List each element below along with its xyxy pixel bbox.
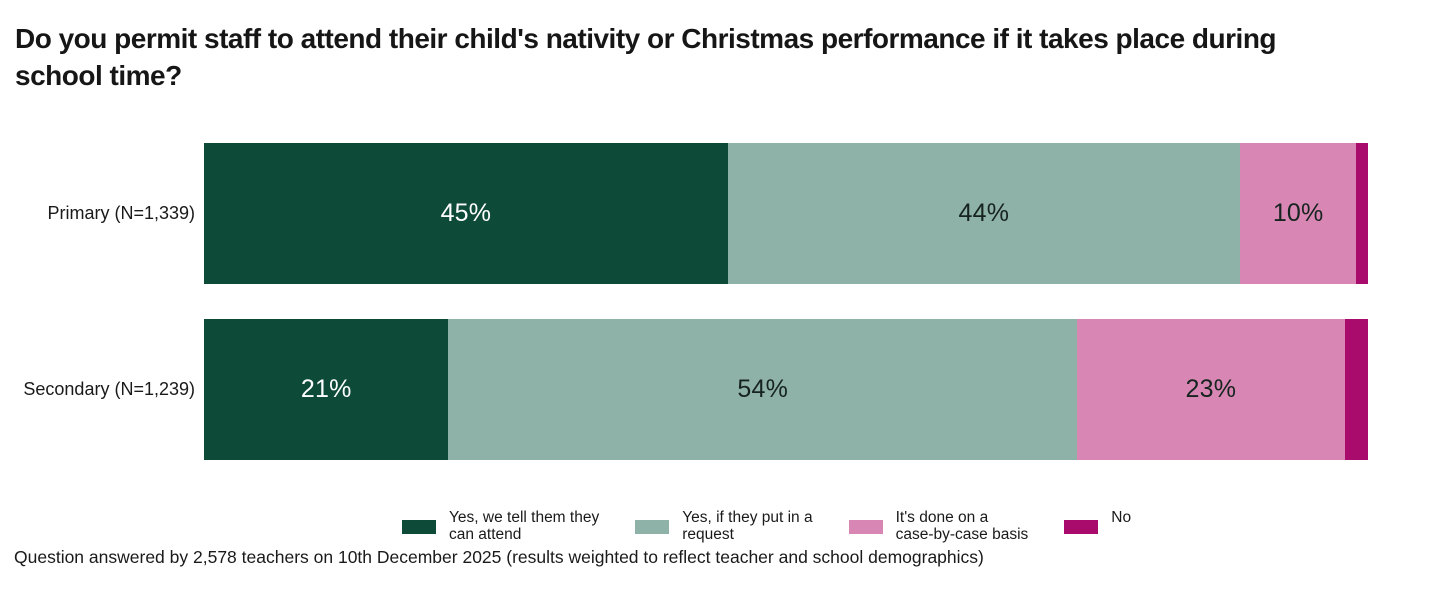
category-label: Primary (N=1,339) — [47, 203, 195, 223]
stacked-bar: 45% 44% 10% — [204, 143, 1368, 284]
legend-item: Yes, we tell them they can attend — [402, 503, 599, 543]
chart-footnote: Question answered by 2,578 teachers on 1… — [14, 547, 984, 567]
chart-row: Primary (N=1,339) 45% 44% 10% — [0, 143, 1368, 284]
stacked-bar-chart: Primary (N=1,339) 45% 44% 10% Secondary (N=1… — [0, 143, 1368, 495]
stacked-bar: 21% 54% 23% — [204, 319, 1368, 460]
legend-label: Yes, we tell them they can attend — [449, 509, 600, 543]
legend-swatch — [635, 520, 670, 534]
legend-swatch — [848, 520, 883, 534]
legend-item: Yes, if they put in a request — [635, 503, 813, 543]
legend-swatch — [1064, 520, 1099, 534]
segment-value-label: 23% — [1185, 375, 1237, 403]
legend: Yes, we tell them they can attend Yes, if… — [402, 503, 1131, 543]
category-label: Secondary (N=1,239) — [23, 379, 195, 399]
legend-label: It's done on a case-by-case basis — [895, 509, 1029, 543]
legend-item: It's done on a case-by-case basis — [848, 503, 1029, 543]
segment-value-label: 10% — [1272, 199, 1324, 227]
legend-label: No — [1111, 509, 1132, 526]
bar-segment: 44% — [727, 143, 1240, 284]
chart-title: Do you permit staff to attend their chil… — [15, 23, 1277, 91]
segment-value-label: 45% — [440, 199, 492, 227]
bar-segment — [1356, 143, 1368, 284]
bar-segment: 23% — [1076, 319, 1345, 460]
segment-value-label: 44% — [958, 199, 1010, 227]
chart-row: Secondary (N=1,239) 21% 54% 23% — [0, 319, 1368, 460]
bar-segment — [1344, 319, 1368, 460]
segment-value-label: 21% — [300, 375, 352, 403]
legend-swatch — [402, 520, 436, 534]
bar-segment: 45% — [204, 143, 728, 284]
bar-segment: 54% — [448, 319, 1077, 460]
bar-segment: 21% — [204, 319, 449, 460]
legend-label: Yes, if they put in a request — [682, 509, 813, 543]
segment-value-label: 54% — [737, 375, 789, 403]
bar-segment: 10% — [1239, 143, 1357, 284]
legend-item: No — [1064, 503, 1131, 534]
